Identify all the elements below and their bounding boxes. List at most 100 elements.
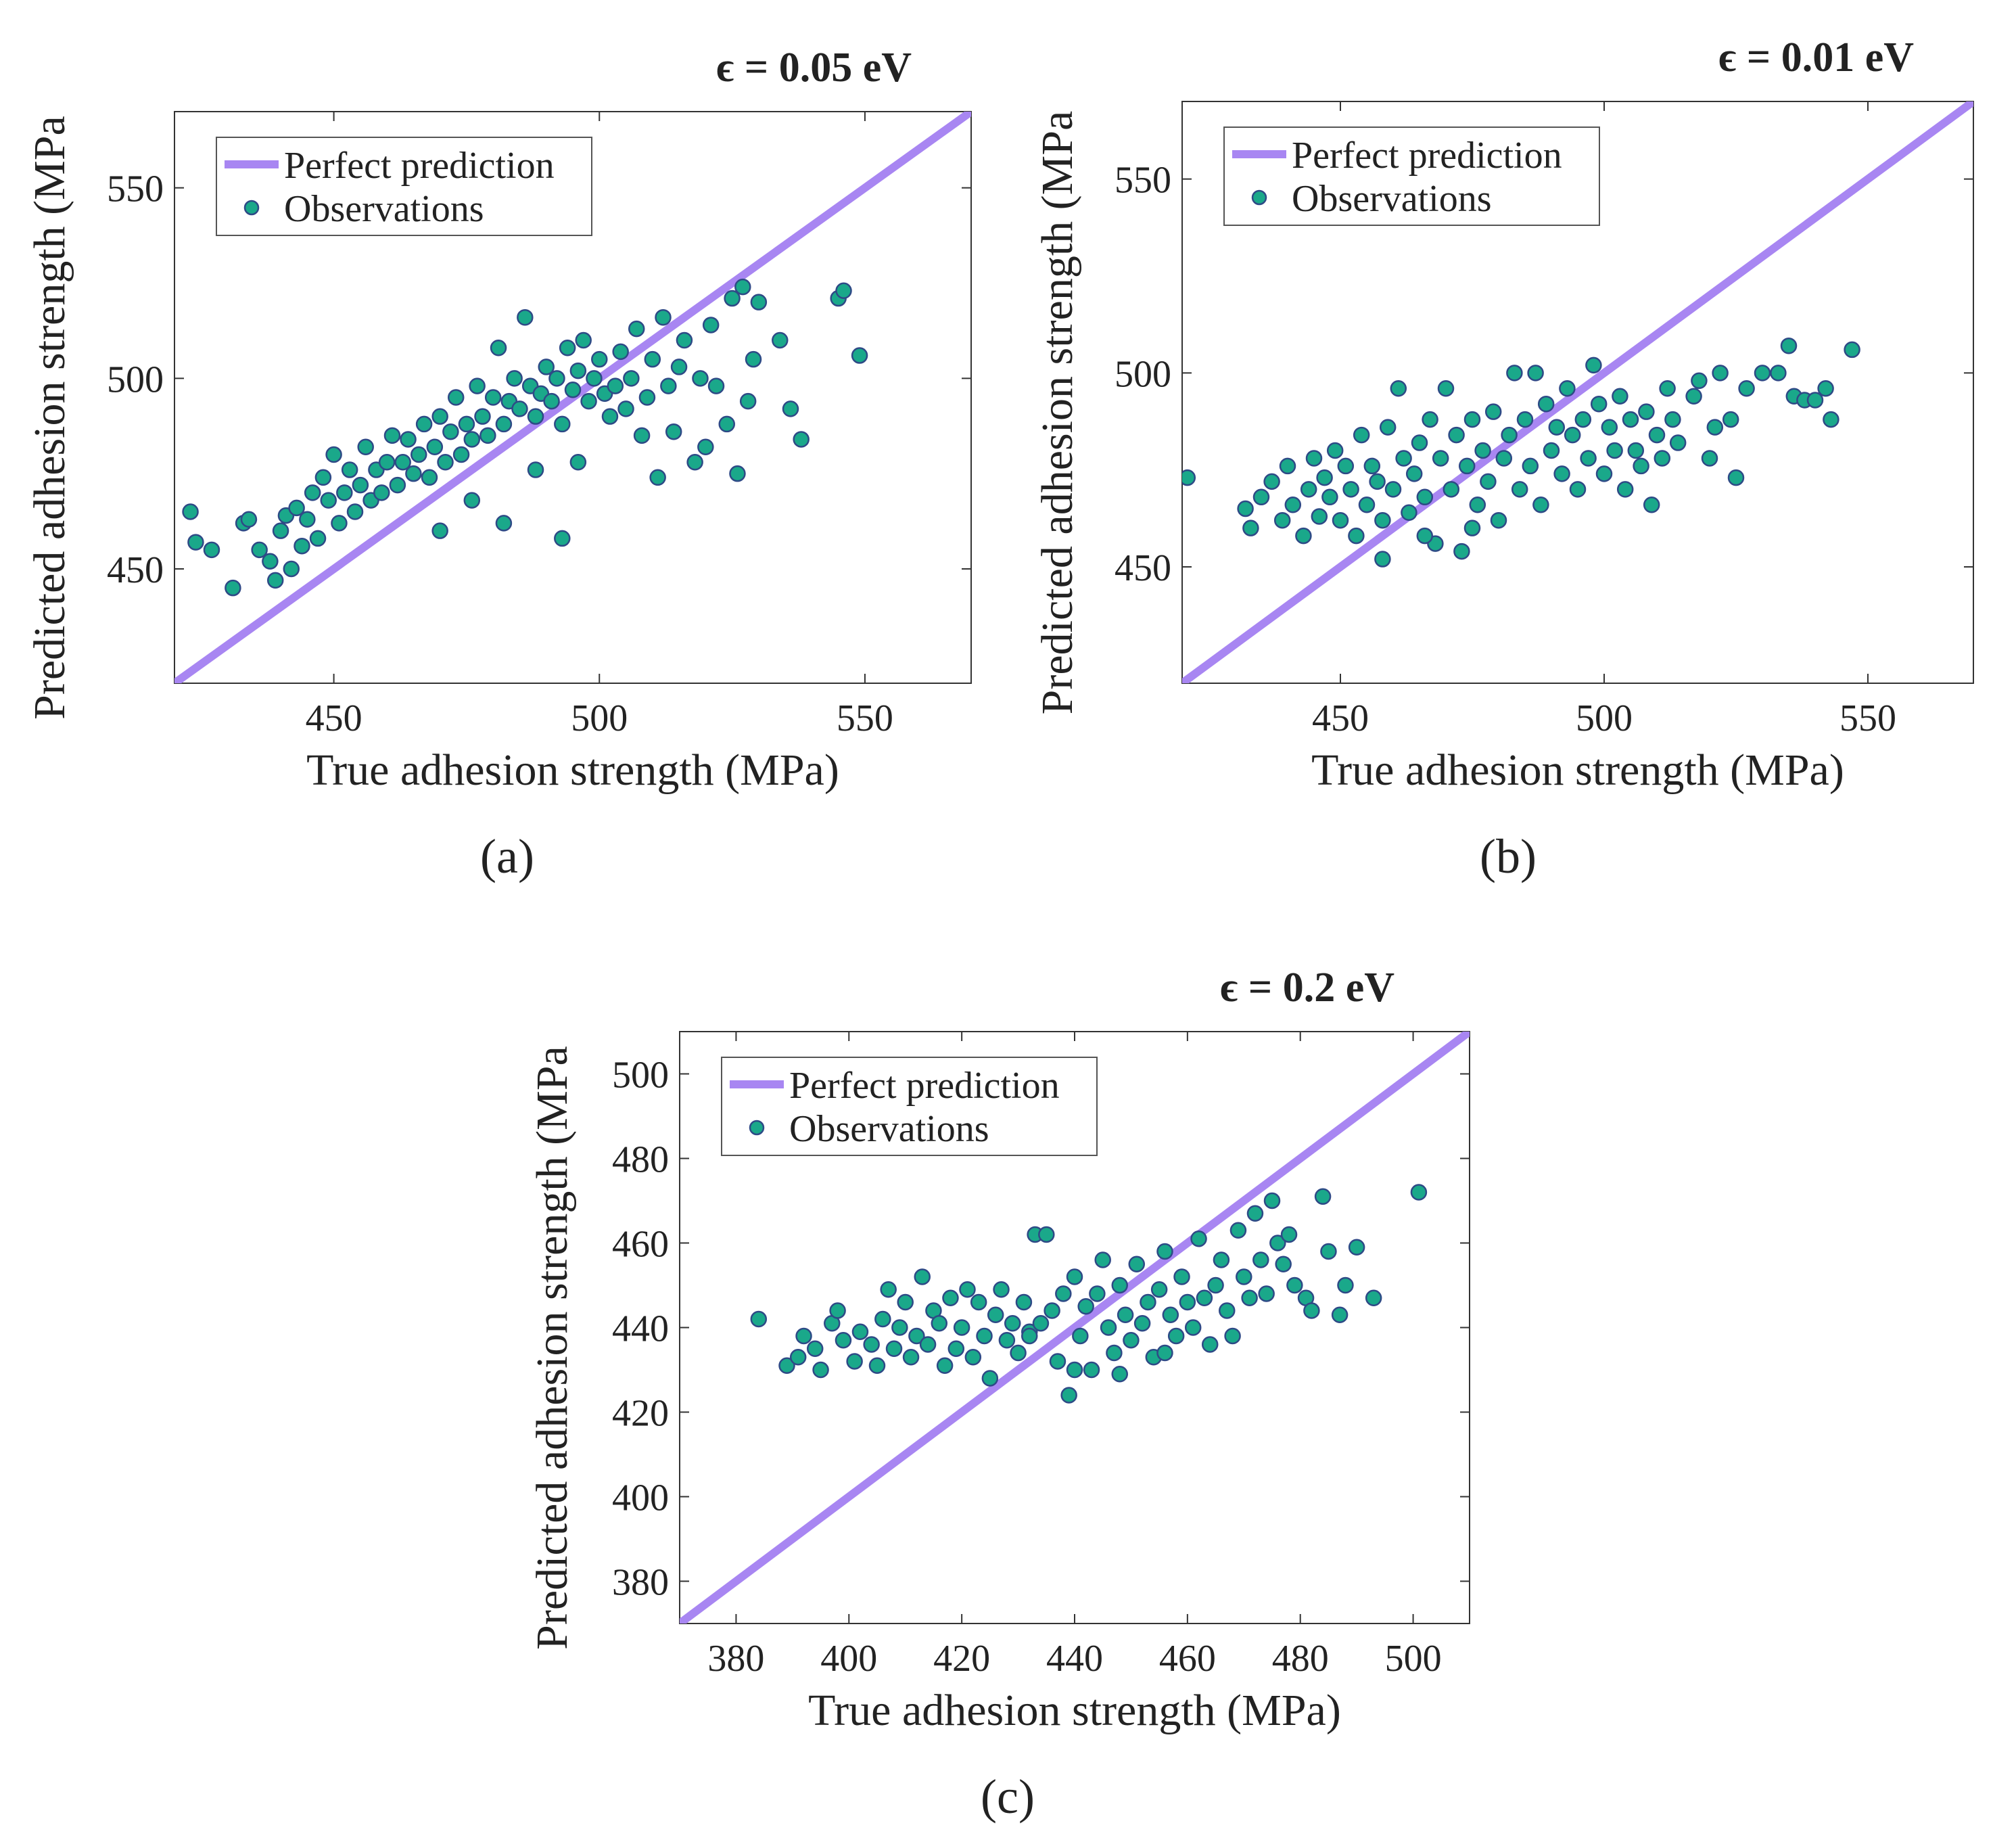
observation-point xyxy=(1111,1366,1128,1383)
observation-point xyxy=(1422,411,1438,428)
observation-point xyxy=(1780,337,1798,354)
observation-point xyxy=(812,1361,829,1379)
observation-point xyxy=(1548,419,1566,436)
observation-point xyxy=(981,1370,999,1387)
observation-point xyxy=(914,1268,931,1285)
observation-point xyxy=(1348,1239,1365,1256)
observation-point xyxy=(1316,469,1333,486)
observation-point xyxy=(495,415,513,433)
observation-point xyxy=(1648,426,1666,444)
observation-point xyxy=(612,343,629,361)
x-tick-label: 550 xyxy=(837,697,893,739)
observation-point xyxy=(919,1336,937,1353)
observation-point xyxy=(1055,1285,1072,1302)
observation-point xyxy=(829,1302,846,1319)
x-tick-label: 440 xyxy=(1046,1638,1103,1680)
observation-point xyxy=(1754,365,1771,382)
observation-point xyxy=(352,476,369,494)
observation-point xyxy=(426,438,444,455)
panel-a-chart: 450 500 550 450 500 550 True adhesion strength… xyxy=(25,45,972,795)
legend-marker-swatch xyxy=(749,1120,765,1136)
observation-point xyxy=(1365,1289,1382,1306)
observation-point xyxy=(1622,411,1639,428)
y-tick-label: 450 xyxy=(107,549,164,591)
observation-point xyxy=(1201,1336,1219,1353)
observation-point xyxy=(1595,465,1613,482)
observation-point xyxy=(1363,457,1381,475)
observation-point xyxy=(1252,488,1270,506)
observation-point xyxy=(1643,497,1660,513)
observation-point xyxy=(1353,426,1370,444)
panel-b-chart: 450 500 550 450 500 550 True adhesion strength… xyxy=(1033,34,1974,795)
observation-point xyxy=(564,381,582,398)
y-tick-label: 420 xyxy=(612,1393,669,1435)
y-tick-label: 550 xyxy=(1115,160,1171,202)
observation-point xyxy=(998,1332,1016,1349)
observation-point xyxy=(1224,1327,1241,1345)
observation-point xyxy=(431,408,448,425)
observation-point xyxy=(1612,388,1628,405)
x-tick-label: 420 xyxy=(933,1638,990,1680)
observation-point xyxy=(1133,1315,1151,1332)
observation-point xyxy=(1633,457,1649,475)
observations-series xyxy=(750,1184,1428,1404)
y-axis-label: Predicted adhesion strength (MPa xyxy=(1033,111,1082,715)
observation-point xyxy=(1303,1302,1320,1319)
observations-series xyxy=(182,278,868,597)
observation-point xyxy=(1348,527,1365,545)
observation-point xyxy=(262,553,279,570)
panel-label-b: (b) xyxy=(1480,829,1537,883)
observation-point xyxy=(644,350,661,368)
observation-point xyxy=(1654,450,1671,467)
observation-point xyxy=(1606,442,1623,459)
observation-point xyxy=(341,461,358,478)
observation-point xyxy=(1263,1192,1281,1210)
observation-point xyxy=(1411,434,1428,451)
observation-point xyxy=(299,511,316,528)
x-tick-label: 500 xyxy=(571,697,628,739)
observation-point xyxy=(182,503,199,520)
observation-point xyxy=(1495,450,1513,467)
observation-point xyxy=(617,400,634,417)
observation-point xyxy=(1659,380,1676,397)
observation-point xyxy=(959,1281,976,1298)
observation-point xyxy=(479,427,496,444)
observation-point xyxy=(1706,419,1724,436)
observation-point xyxy=(357,438,374,455)
observation-point xyxy=(987,1306,1004,1323)
observation-point xyxy=(283,560,300,578)
observation-point xyxy=(750,294,768,310)
observation-point xyxy=(591,350,608,368)
observation-point xyxy=(729,465,746,482)
y-tick-label: 440 xyxy=(612,1308,669,1350)
observation-point xyxy=(1564,426,1581,444)
observation-point xyxy=(1443,481,1460,498)
observation-point xyxy=(835,282,852,300)
observation-point xyxy=(846,1353,863,1370)
observation-point xyxy=(187,534,204,551)
observation-point xyxy=(902,1349,920,1366)
perfect-prediction-line xyxy=(1182,101,1973,683)
observation-point xyxy=(633,427,651,444)
observation-point xyxy=(793,431,810,448)
observation-point xyxy=(1527,365,1544,382)
observation-point xyxy=(953,1319,970,1336)
observation-point xyxy=(1432,450,1449,467)
observation-point xyxy=(1196,1289,1213,1306)
observation-point xyxy=(569,362,587,379)
observation-point xyxy=(431,522,448,539)
observation-point xyxy=(1474,442,1491,459)
observation-point xyxy=(1616,481,1634,498)
y-tick-label: 550 xyxy=(107,168,164,210)
observation-point xyxy=(1416,488,1434,506)
observation-point xyxy=(506,370,523,387)
y-tick-label: 450 xyxy=(1115,547,1171,589)
observation-point xyxy=(601,408,619,425)
observation-point xyxy=(421,469,438,486)
observation-point xyxy=(1522,457,1539,475)
y-tick-label: 460 xyxy=(612,1224,669,1266)
observation-point xyxy=(947,1340,965,1357)
observation-point xyxy=(474,408,491,425)
observation-point xyxy=(1506,365,1523,382)
observation-point xyxy=(251,541,268,559)
